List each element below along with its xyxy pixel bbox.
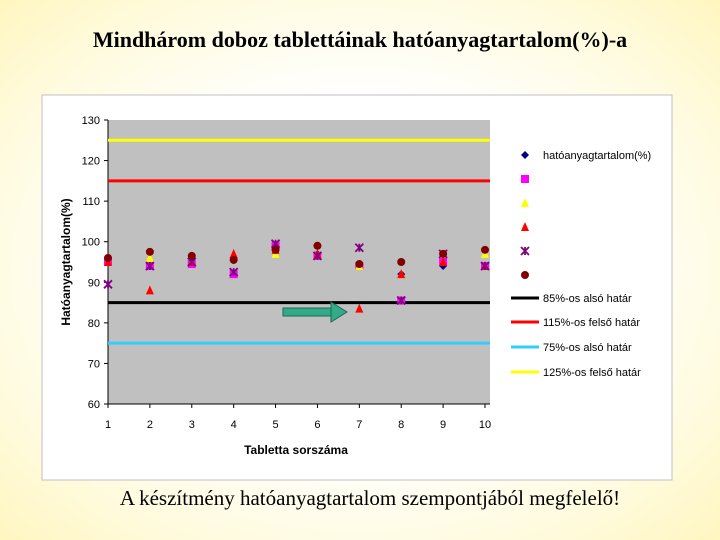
- y-tick-label: 60: [88, 399, 100, 411]
- annotation-arrow: [282, 301, 348, 323]
- y-tick-label: 120: [82, 156, 100, 168]
- marker: [397, 269, 406, 279]
- x-tick-label: 9: [440, 419, 446, 431]
- y-tick-label: 80: [88, 318, 100, 330]
- marker: [103, 279, 113, 289]
- legend-marker: [521, 271, 529, 279]
- plot-area: [108, 120, 490, 404]
- legend-label: 75%-os alsó határ: [543, 342, 632, 354]
- marker: [439, 257, 448, 266]
- y-axis-label: Hatóanyagtartalom(%): [59, 198, 73, 325]
- x-tick-label: 5: [272, 419, 278, 431]
- marker: [396, 295, 406, 306]
- marker: [481, 245, 489, 254]
- marker: [313, 241, 322, 250]
- x-tick-label: 8: [398, 419, 404, 431]
- legend-marker: [521, 175, 529, 183]
- marker: [104, 253, 112, 262]
- y-tick-label: 100: [82, 237, 100, 249]
- legend-label: hatóanyagtartalom(%): [543, 150, 651, 162]
- legend-label: 115%-os felső határ: [543, 317, 640, 329]
- x-tick-label: 2: [147, 419, 153, 431]
- y-tick-label: 110: [82, 196, 100, 208]
- subtitle: A készítmény hatóanyagtartalom szempontj…: [120, 486, 620, 510]
- marker: [271, 245, 280, 254]
- marker: [355, 260, 364, 269]
- x-tick-label: 7: [356, 419, 362, 431]
- marker: [397, 258, 406, 266]
- legend-marker: [521, 198, 529, 207]
- chart-title: Mindhárom doboz tablettáinak hatóanyagta…: [93, 27, 627, 52]
- marker: [355, 303, 364, 313]
- marker: [145, 261, 155, 271]
- x-tick-label: 10: [479, 419, 491, 431]
- x-tick-label: 3: [189, 419, 195, 431]
- legend-label: 125%-os felső határ: [543, 367, 641, 379]
- legend-marker: [520, 246, 530, 256]
- marker: [229, 267, 239, 277]
- x-tick-label: 4: [231, 419, 237, 431]
- marker: [480, 261, 490, 271]
- marker: [229, 255, 238, 264]
- marker: [354, 243, 364, 253]
- marker: [145, 285, 154, 295]
- plot-layer: 60 70 80 90 100 110 120 130 1 2 3 4 5 6 7 8 9 10 hatóanyag…: [82, 115, 652, 431]
- marker: [187, 251, 196, 260]
- y-tick-label: 90: [88, 277, 100, 289]
- legend-marker: [521, 222, 529, 231]
- legend-marker: [521, 151, 529, 159]
- y-tick-label: 70: [88, 358, 100, 370]
- marker: [312, 251, 323, 261]
- x-tick-label: 6: [314, 419, 320, 431]
- marker: [145, 252, 154, 262]
- marker: [229, 248, 238, 258]
- marker: [145, 247, 154, 256]
- marker: [439, 249, 448, 258]
- x-tick-label: 1: [105, 419, 111, 431]
- legend-label: 85%-os alsó határ: [543, 293, 632, 305]
- x-axis-label: Tabletta sorszáma: [244, 443, 348, 457]
- y-tick-label: 130: [82, 115, 100, 127]
